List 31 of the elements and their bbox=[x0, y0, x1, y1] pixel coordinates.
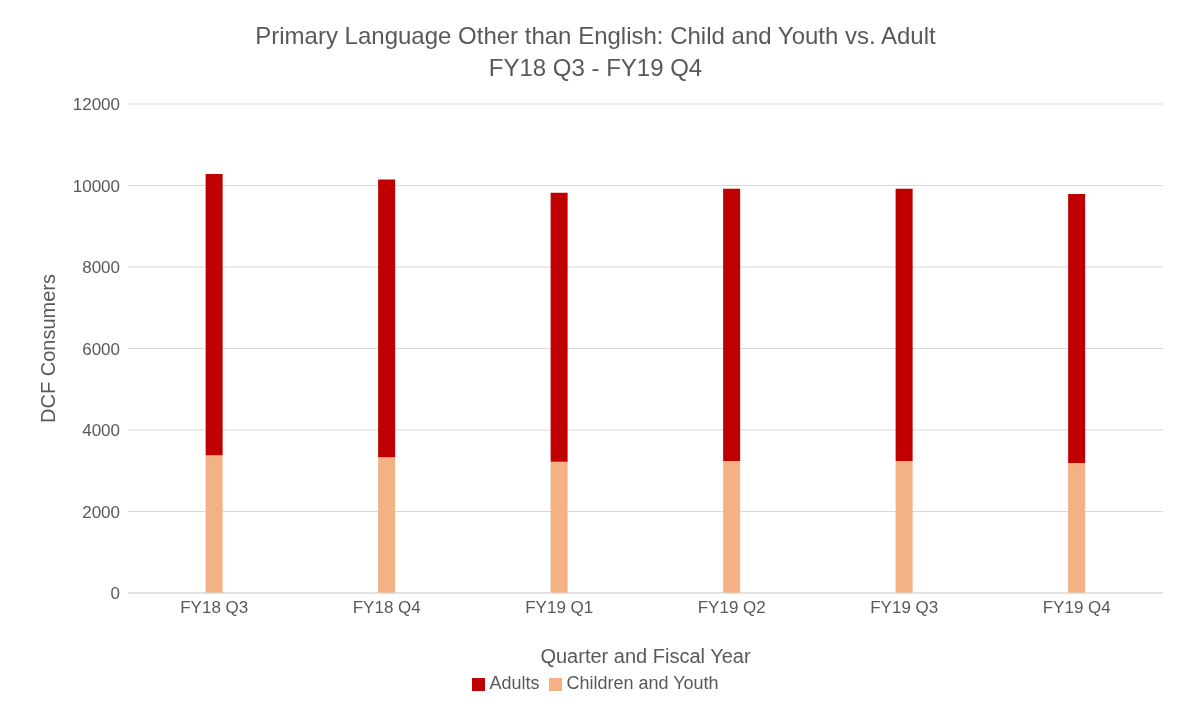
y-tick-label: 8000 bbox=[82, 258, 120, 278]
bar bbox=[205, 174, 223, 456]
legend-label: Children and Youth bbox=[566, 673, 719, 693]
x-tick-label: FY18 Q3 bbox=[180, 598, 249, 618]
legend-label: Adults bbox=[489, 673, 540, 693]
x-tick-label: FY19 Q1 bbox=[525, 598, 594, 618]
bar bbox=[550, 192, 568, 462]
y-tick-label: 2000 bbox=[82, 502, 120, 522]
bar bbox=[1068, 463, 1086, 593]
bar bbox=[723, 460, 741, 593]
y-tick-label: 4000 bbox=[82, 421, 120, 441]
y-tick-label: 6000 bbox=[82, 339, 120, 359]
bar bbox=[550, 461, 568, 593]
x-tick-label: FY19 Q3 bbox=[870, 598, 939, 618]
bar bbox=[723, 188, 741, 461]
chart-subtitle: FY18 Q3 - FY19 Q4 bbox=[487, 53, 704, 83]
x-tick-label: FY19 Q4 bbox=[1042, 598, 1111, 618]
y-tick-label: 10000 bbox=[72, 176, 120, 196]
chart-title: Primary Language Other than English: Child and Youth vs. Adult bbox=[254, 21, 937, 51]
bar bbox=[205, 455, 223, 593]
y-tick-label: 0 bbox=[110, 584, 120, 604]
bar bbox=[1068, 194, 1086, 464]
bar bbox=[378, 179, 396, 458]
y-tick-label: 12000 bbox=[72, 95, 120, 115]
y-axis-title: DCF Consumers bbox=[37, 274, 60, 423]
x-tick-label: FY18 Q4 bbox=[352, 598, 421, 618]
x-tick-label: FY19 Q2 bbox=[697, 598, 766, 618]
bar bbox=[895, 188, 913, 461]
bar bbox=[895, 460, 913, 593]
bar bbox=[378, 457, 396, 593]
x-axis-title: Quarter and Fiscal Year bbox=[540, 645, 751, 667]
